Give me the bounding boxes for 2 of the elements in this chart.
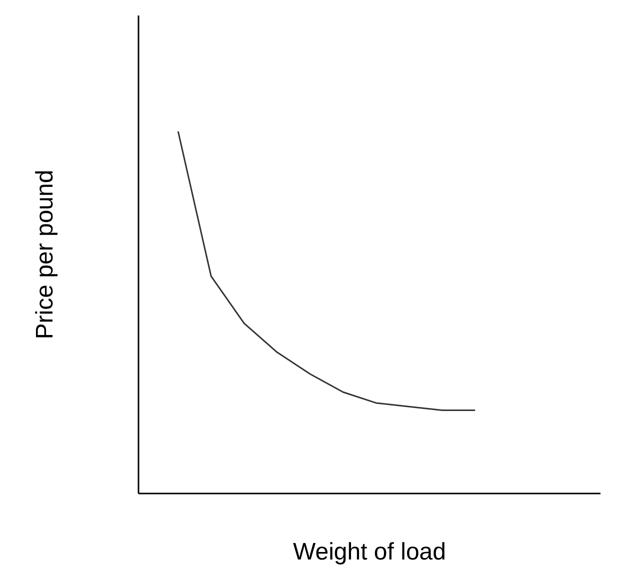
x-axis-title: Weight of load — [293, 538, 446, 566]
y-axis-title: Price per pound — [32, 170, 58, 340]
